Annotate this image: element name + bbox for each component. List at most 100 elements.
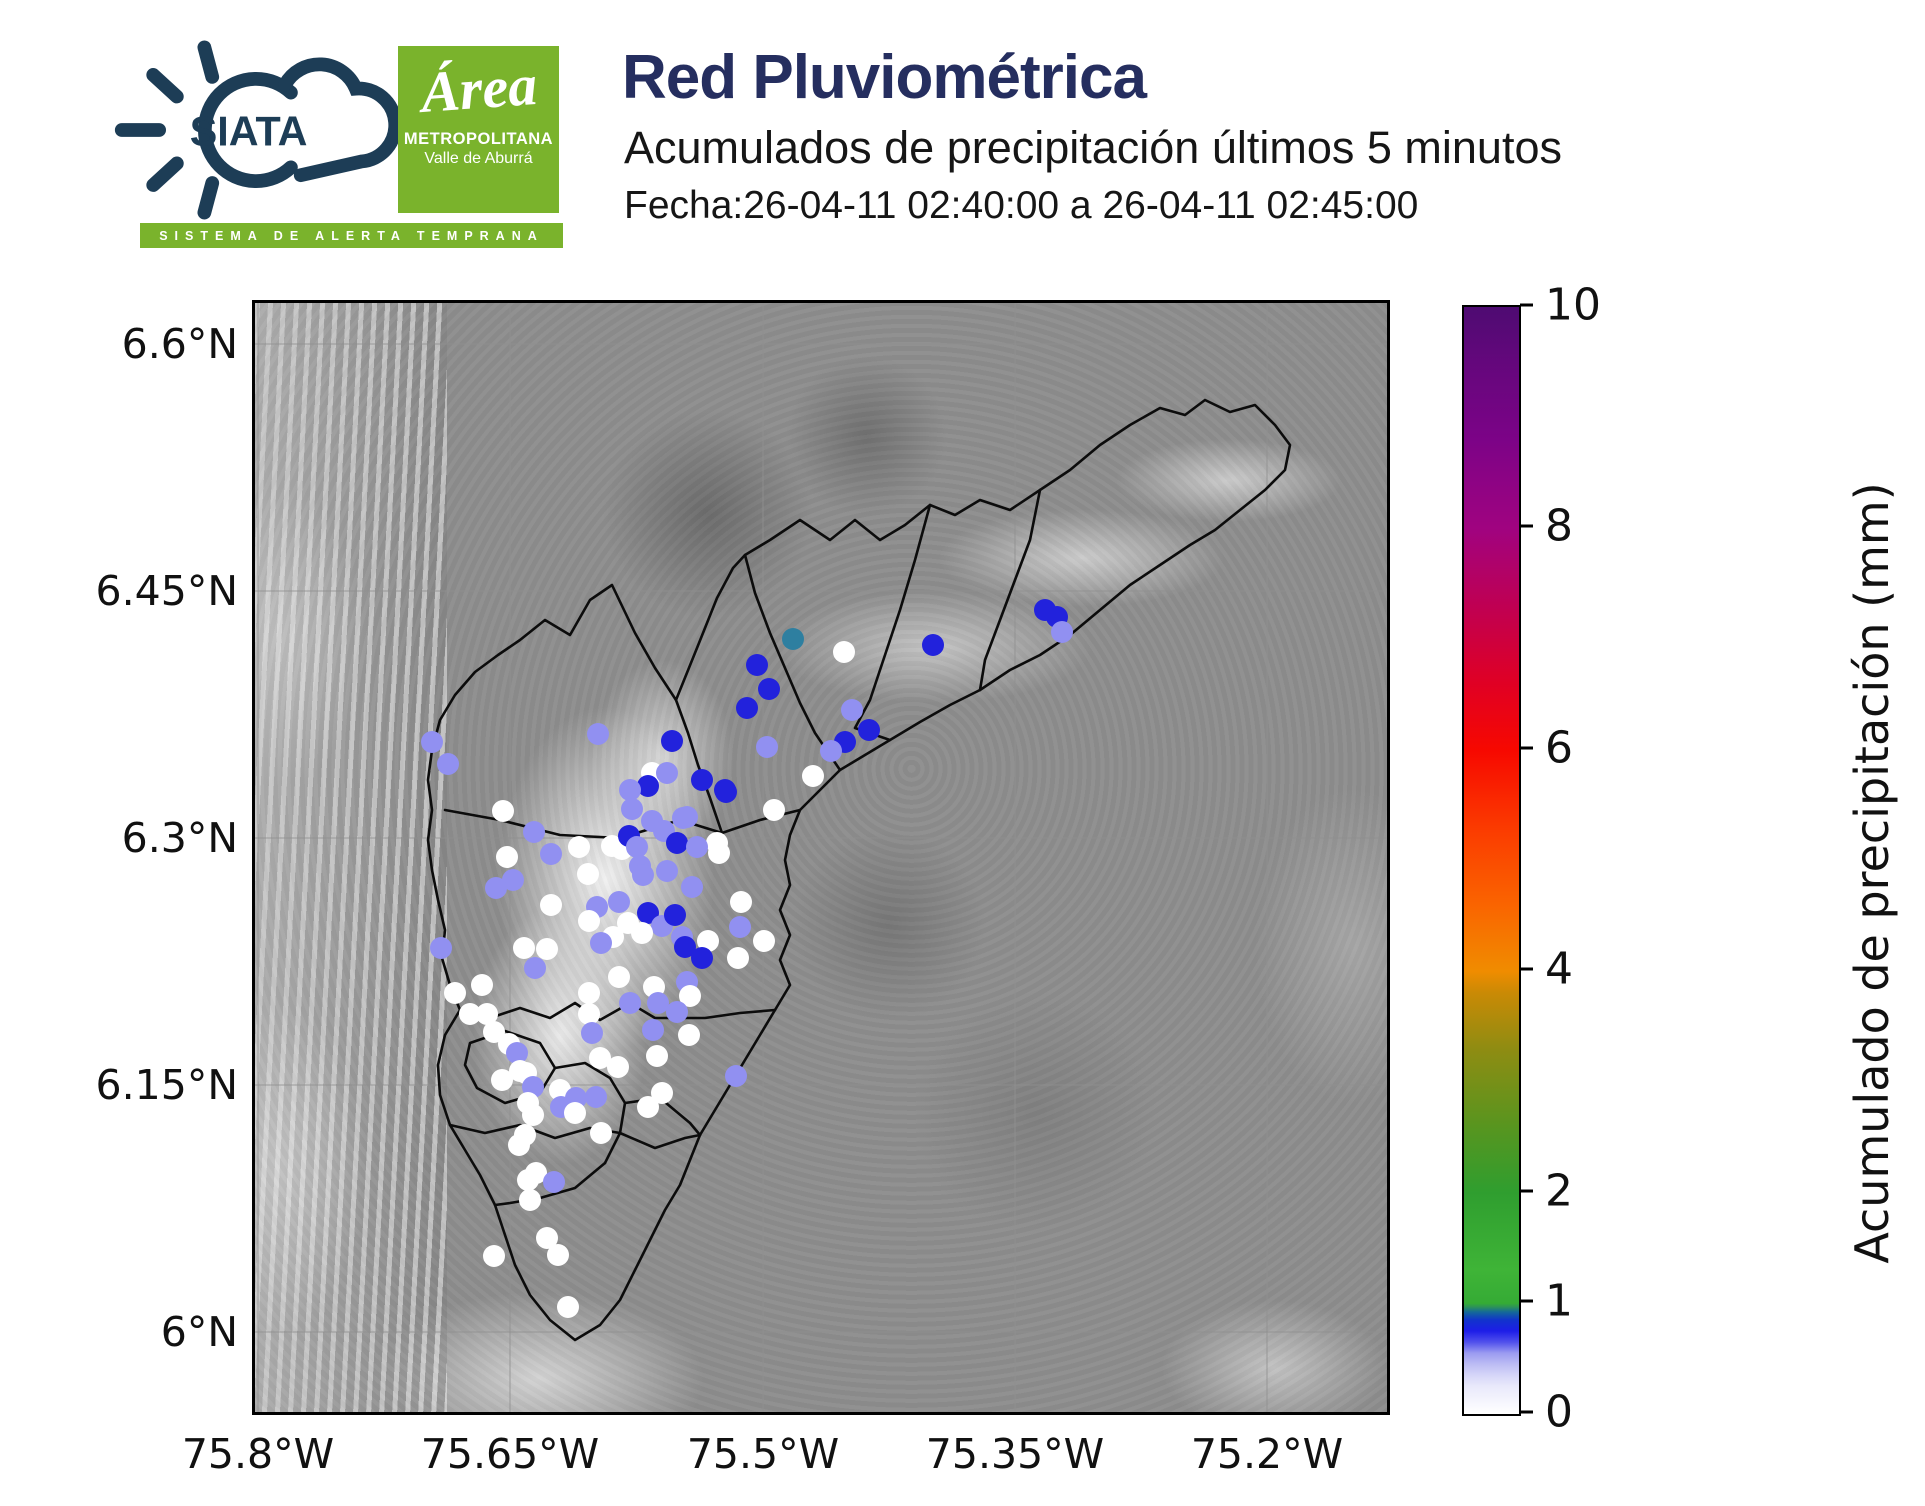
siata-banner: SISTEMA DE ALERTA TEMPRANA [140,223,563,248]
municipality-boundaries [426,398,1292,1342]
colorbar-tick-mark [1520,1410,1533,1414]
station-dot [578,910,600,932]
cloud-icon [278,57,403,183]
station-dot [666,832,688,854]
station-dot [502,869,524,891]
siata-logo-text: SIATA [190,109,308,155]
sun-ray-icon [197,40,220,84]
colorbar-tick-label: 6 [1545,722,1573,774]
station-dot [674,936,696,958]
colorbar-tick-label: 1 [1545,1275,1573,1327]
station-dot [492,800,514,822]
station-dot [730,891,752,913]
station-dot [557,1296,579,1318]
station-dot [607,1056,629,1078]
station-dot [802,765,824,787]
station-dot [496,846,518,868]
map-plot [252,300,1390,1415]
x-tick-label: 75.8°W [181,1430,335,1478]
station-dot [523,821,545,843]
station-dot [664,904,686,926]
station-dot [715,781,737,803]
terrain-texture [255,303,1387,1412]
station-dot [647,992,669,1014]
colorbar-tick-mark [1520,303,1533,307]
graticule [255,303,1387,1412]
station-dot [619,992,641,1014]
colorbar-tick-label: 0 [1545,1386,1573,1438]
station-dot [508,1134,530,1156]
station-dot [729,916,751,938]
rain-gauge-stations [421,599,1073,1318]
colorbar-tick-mark [1520,746,1533,750]
station-dot [758,678,780,700]
station-dot [820,740,842,762]
station-dot [547,1244,569,1266]
station-dot [524,957,546,979]
station-dot [631,922,653,944]
colorbar-label: Acumulado de precipitación (mm) [1845,482,1899,1264]
amva-logo-valle: Valle de Aburrá [424,150,533,167]
y-tick-label: 6.45°N [95,567,238,615]
station-dot [513,937,535,959]
station-dot [578,1003,600,1025]
station-dot [666,1001,688,1023]
station-dot [661,730,683,752]
station-dot [646,1045,668,1067]
station-dot [736,697,758,719]
colorbar-tick-label: 8 [1545,500,1573,552]
station-dot [485,877,507,899]
x-tick-label: 75.5°W [686,1430,840,1478]
date-range: Fecha:26-04-11 02:40:00 a 26-04-11 02:45… [624,184,1419,227]
y-tick-label: 6.6°N [121,320,238,368]
station-dot [421,731,443,753]
colorbar-tick-label: 4 [1545,943,1573,995]
station-dot [691,769,713,791]
station-dot [590,1122,612,1144]
station-dot [519,1189,541,1211]
station-dot [746,654,768,676]
station-dot [727,947,749,969]
station-dot [637,1096,659,1118]
station-dot [536,938,558,960]
y-tick-label: 6.3°N [121,814,238,862]
station-dot [536,1227,558,1249]
station-dot [564,1102,586,1124]
station-dot [922,634,944,656]
page-subtitle: Acumulados de precipitación últimos 5 mi… [624,122,1562,173]
page-title: Red Pluviométrica [622,43,1147,112]
station-dot [651,1082,673,1104]
station-dot [483,1021,505,1043]
colorbar-tick-mark [1520,1299,1533,1303]
station-dot [681,876,703,898]
amva-logo-metropolitana: METROPOLITANA [403,130,554,148]
station-dot [578,982,600,1004]
station-dot [608,966,630,988]
station-dot [540,843,562,865]
station-dot [543,1171,565,1193]
station-dot [708,842,730,864]
amva-logo: Área METROPOLITANA Valle de Aburrá [398,46,559,213]
sun-ray-icon [146,68,184,104]
station-dot [656,860,678,882]
terrain-west-ridges [255,303,448,1412]
station-dot [676,806,698,828]
station-dot [691,947,713,969]
station-dot [585,1086,607,1108]
colorbar [1462,305,1521,1416]
colorbar-tick-mark [1520,1189,1533,1193]
sun-ray-icon [146,156,184,192]
station-dot [577,863,599,885]
x-tick-label: 75.65°W [420,1430,600,1478]
station-dot [678,1024,700,1046]
station-dot [517,1169,539,1191]
station-dot [833,641,855,663]
station-dot [590,932,612,954]
station-dot [619,779,641,801]
station-dot [782,628,804,650]
station-dot [725,1065,747,1087]
station-dot [621,798,643,820]
station-dot [471,974,493,996]
station-dot [858,719,880,741]
